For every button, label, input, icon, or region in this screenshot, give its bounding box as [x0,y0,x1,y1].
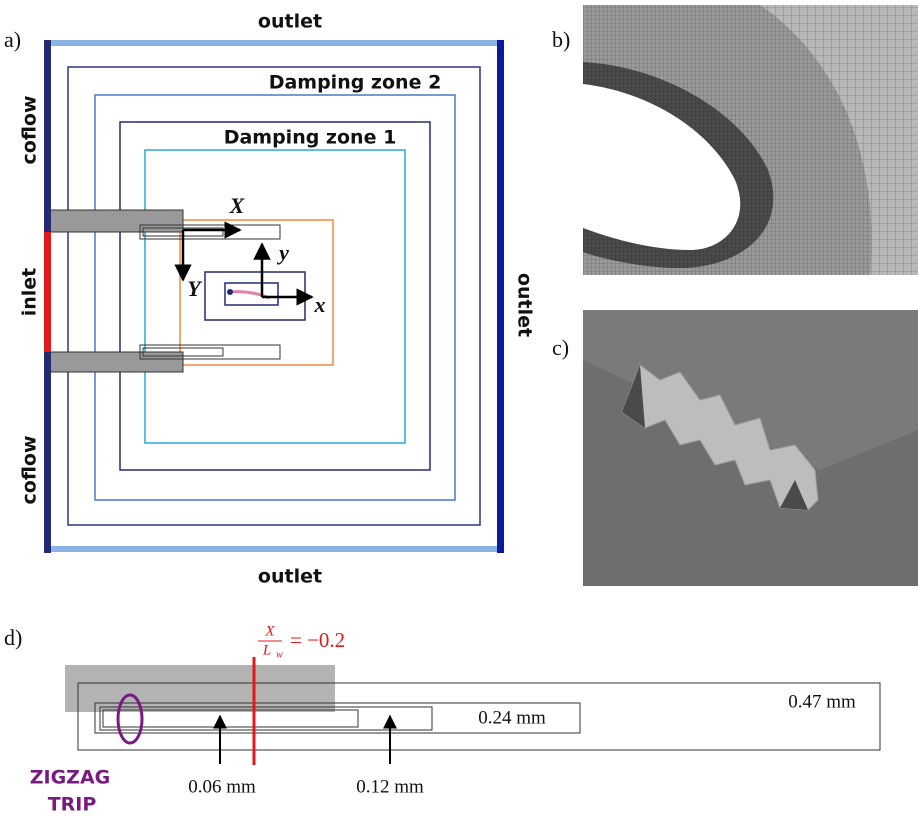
trip-label: TRIP [48,794,97,816]
formula-den: L [262,642,271,658]
trip-label: ZIGZAG [30,767,111,789]
axis-label: Y [187,276,203,301]
label: inlet [19,268,41,317]
inlet-bar [44,232,51,352]
outlet-bar [48,546,500,552]
label: outlet [514,273,536,337]
plate [45,352,183,372]
formula-rhs: = −0.2 [290,628,345,652]
formula-sub: w [276,649,283,660]
outlet-bar [48,40,500,46]
dimension: 0.12 mm [356,776,424,797]
trip-render [583,310,918,586]
label: outlet [258,566,322,588]
dimension: 0.47 mm [788,691,856,712]
cylinder [227,289,233,295]
label: Damping zone 1 [224,127,397,149]
panel-label: c) [552,335,569,360]
plate [65,665,335,712]
label: coflow [19,95,41,164]
axis-label: X [229,193,246,218]
axis-label: y [276,240,289,265]
panel-label: a) [4,27,21,52]
figure: a) b) c) d) outlet outlet outlet coflow … [0,0,918,819]
dimension: 0.24 mm [478,707,546,728]
mesh-view [583,5,918,275]
panel-label: d) [4,625,22,650]
label: coflow [19,435,41,504]
panel-a [44,40,504,553]
panel-label: b) [552,27,570,52]
formula-num: X [264,623,275,639]
label: Damping zone 2 [269,72,442,94]
label: outlet [258,11,322,33]
outlet-bar [497,40,504,553]
axis-label: x [314,292,326,317]
panel-d [65,641,880,765]
dimension: 0.06 mm [188,776,256,797]
plate [45,210,183,232]
